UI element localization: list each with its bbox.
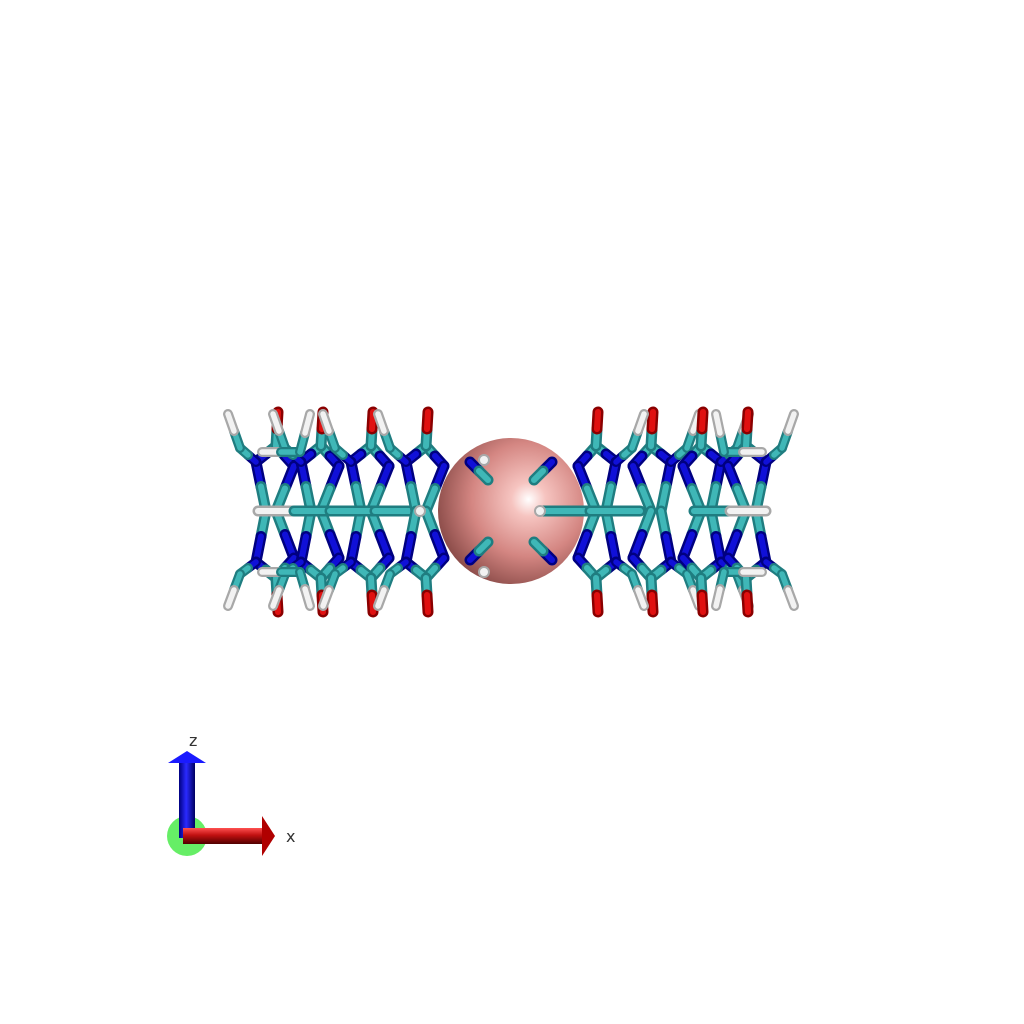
axes-indicator: z x bbox=[167, 731, 295, 856]
molecule-bonds bbox=[223, 406, 799, 618]
z-axis-head bbox=[168, 751, 206, 763]
bond-highlight bbox=[423, 591, 432, 616]
bond-highlight bbox=[635, 587, 647, 609]
bond-highlight bbox=[785, 411, 797, 434]
bond-highlight bbox=[713, 586, 723, 609]
bond-highlight bbox=[530, 538, 547, 555]
bond-highlight bbox=[225, 411, 237, 434]
bond-highlight bbox=[423, 408, 432, 433]
x-axis-head bbox=[262, 816, 275, 856]
bond-highlight bbox=[320, 411, 332, 434]
cucurbituril-molecule bbox=[223, 406, 799, 618]
hydrogen-atom bbox=[478, 566, 490, 578]
central-ion-sphere bbox=[438, 438, 584, 584]
bond-highlight bbox=[302, 586, 313, 609]
hydrogen-atom bbox=[414, 505, 426, 517]
bond-highlight bbox=[375, 411, 387, 434]
bond-highlight bbox=[698, 591, 707, 616]
z-axis-shaft bbox=[179, 762, 195, 838]
bond-highlight bbox=[320, 587, 332, 609]
hydrogen-atom bbox=[478, 454, 490, 466]
bond-highlight bbox=[593, 408, 602, 433]
bond-highlight bbox=[743, 591, 752, 616]
bond-highlight bbox=[368, 408, 377, 433]
bond-highlight bbox=[713, 411, 723, 436]
bond-highlight bbox=[225, 587, 237, 609]
z-axis-label: z bbox=[189, 731, 197, 750]
bond-highlight bbox=[270, 587, 282, 609]
bond-highlight bbox=[368, 591, 377, 616]
molecule-atoms bbox=[414, 454, 546, 578]
x-axis-shaft bbox=[183, 828, 263, 844]
bond-highlight bbox=[593, 591, 602, 616]
molecule-front-bonds bbox=[373, 406, 649, 618]
bond-highlight bbox=[785, 587, 797, 609]
bond-highlight bbox=[530, 467, 547, 484]
bond-highlight bbox=[475, 538, 492, 555]
bond-highlight bbox=[698, 408, 707, 433]
bond-highlight bbox=[375, 587, 387, 609]
bond-highlight bbox=[648, 591, 657, 616]
x-axis-label: x bbox=[286, 827, 295, 846]
hydrogen-atom bbox=[534, 505, 546, 517]
bond-highlight bbox=[635, 411, 647, 434]
bond-highlight bbox=[270, 411, 282, 434]
bond-highlight bbox=[648, 408, 657, 433]
bond-highlight bbox=[302, 411, 313, 436]
bond-highlight bbox=[475, 467, 492, 484]
bond-highlight bbox=[743, 408, 752, 433]
